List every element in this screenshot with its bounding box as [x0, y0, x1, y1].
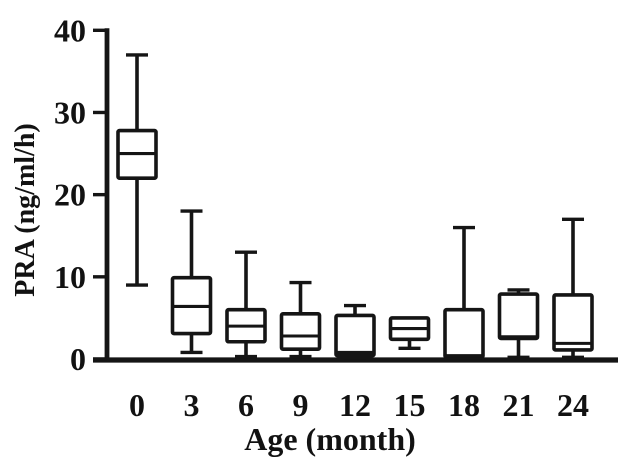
x-tick-label: 0 — [129, 387, 145, 423]
x-tick-label: 12 — [339, 387, 371, 423]
x-tick-label: 15 — [394, 387, 426, 423]
x-tick-label: 3 — [184, 387, 200, 423]
y-tick-label: 40 — [54, 12, 86, 48]
x-tick-label: 9 — [293, 387, 309, 423]
y-tick-label: 10 — [54, 259, 86, 295]
iqr-box — [497, 292, 540, 341]
y-tick-label: 0 — [70, 341, 86, 377]
x-axis-title: Age (month) — [244, 421, 416, 457]
y-tick-label: 20 — [54, 177, 86, 213]
y-axis-title: PRA (ng/ml/h) — [10, 123, 41, 296]
iqr-box — [443, 307, 485, 360]
x-tick-label: 21 — [503, 387, 535, 423]
iqr-box — [552, 293, 594, 352]
x-tick-label: 24 — [557, 387, 589, 423]
iqr-box — [279, 312, 322, 351]
x-tick-label: 18 — [448, 387, 480, 423]
x-tick-label: 6 — [238, 387, 254, 423]
plot-marks: 0 10 20 30 40 0 3 6 9 12 15 18 21 24 — [54, 12, 618, 423]
iqr-box — [334, 313, 376, 358]
y-tick-label: 30 — [54, 94, 86, 130]
